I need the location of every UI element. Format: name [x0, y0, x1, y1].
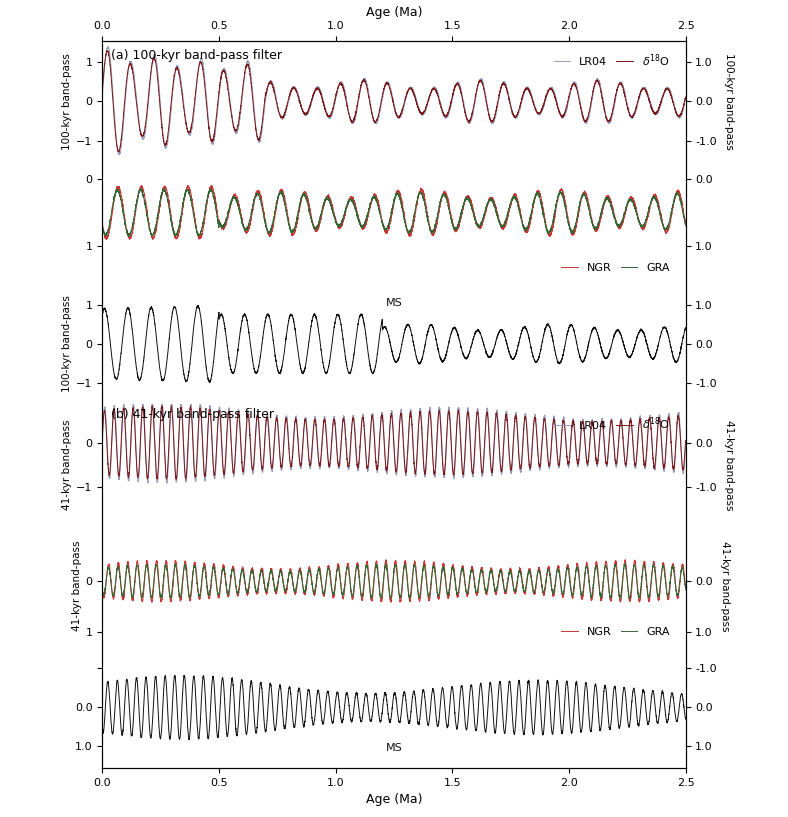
Text: MS: MS [385, 297, 403, 308]
Y-axis label: 41-kyr band-pass: 41-kyr band-pass [72, 541, 81, 632]
Y-axis label: 100-kyr band-pass: 100-kyr band-pass [62, 296, 72, 392]
X-axis label: Age (Ma): Age (Ma) [366, 6, 422, 19]
Y-axis label: 41-kyr band-pass: 41-kyr band-pass [62, 420, 72, 511]
Legend: LR04, $\delta^{18}$O: LR04, $\delta^{18}$O [549, 47, 675, 73]
Y-axis label: 100-kyr band-pass: 100-kyr band-pass [62, 53, 72, 150]
Text: MS: MS [385, 743, 403, 753]
Text: (b) 41-kyr band-pass filter: (b) 41-kyr band-pass filter [111, 408, 274, 421]
Legend: NGR, GRA: NGR, GRA [557, 259, 675, 278]
Y-axis label: 41-kyr band-pass: 41-kyr band-pass [723, 420, 734, 511]
Legend: LR04, $\delta^{18}$O: LR04, $\delta^{18}$O [549, 411, 675, 436]
X-axis label: Age (Ma): Age (Ma) [366, 793, 422, 806]
Legend: NGR, GRA: NGR, GRA [557, 623, 675, 641]
Y-axis label: 100-kyr band-pass: 100-kyr band-pass [723, 53, 734, 150]
Text: (a) 100-kyr band-pass filter: (a) 100-kyr band-pass filter [111, 49, 282, 62]
Y-axis label: 41-kyr band-pass: 41-kyr band-pass [719, 541, 730, 632]
